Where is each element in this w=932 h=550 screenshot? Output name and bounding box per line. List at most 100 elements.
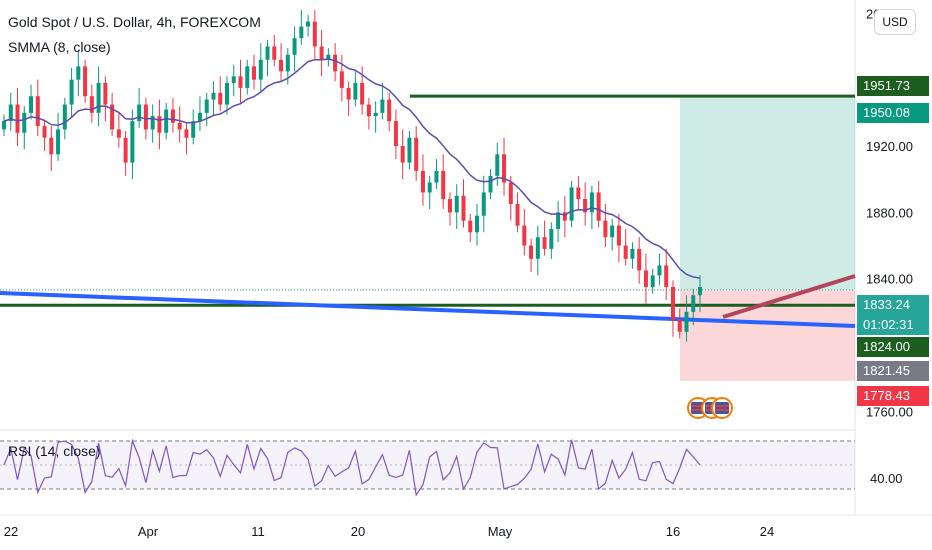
- time-tick-label: Apr: [138, 524, 159, 539]
- candle-body: [529, 245, 534, 259]
- currency-button[interactable]: USD: [874, 9, 916, 35]
- candle-body: [393, 121, 398, 146]
- candle-body: [427, 182, 432, 193]
- candle-body: [164, 109, 169, 133]
- candle-body: [454, 195, 459, 213]
- candle-body: [495, 154, 500, 176]
- candle-body: [589, 192, 594, 213]
- candle-body: [252, 66, 257, 80]
- candle-body: [508, 182, 513, 205]
- candle-body: [231, 76, 236, 83]
- candle-body: [441, 170, 446, 200]
- candle-body: [191, 121, 196, 138]
- candle-body: [22, 112, 27, 133]
- projection-line: [722, 274, 856, 319]
- candle-body: [326, 54, 331, 60]
- candle-body: [366, 104, 371, 117]
- candle-body: [170, 109, 175, 123]
- smma-legend[interactable]: SMMA (8, close): [8, 39, 111, 55]
- price-tick-label: 1920.00: [866, 139, 913, 154]
- chart-title[interactable]: Gold Spot / U.S. Dollar, 4h, FOREXCOM: [8, 14, 261, 30]
- candle-body: [380, 99, 385, 113]
- candle-body: [157, 116, 162, 133]
- candle-body: [461, 195, 466, 221]
- trend-line: [0, 291, 856, 328]
- time-tick-label: 22: [4, 524, 18, 539]
- candle-body: [224, 82, 229, 105]
- candle-body: [447, 199, 452, 213]
- time-axis: 22 Apr 11 20 May 16 24: [4, 524, 774, 539]
- price-tag: 01:02:31: [857, 315, 929, 335]
- candle-body: [83, 66, 88, 97]
- candle-body: [272, 46, 277, 60]
- candle-body: [265, 46, 270, 60]
- candle-body: [691, 295, 696, 312]
- candle-body: [603, 220, 608, 238]
- candle-body: [143, 104, 148, 130]
- candle-body: [414, 137, 419, 171]
- candle-body: [130, 121, 135, 163]
- price-tag: 1824.00: [857, 337, 929, 357]
- candle-body: [96, 82, 101, 113]
- candle-body: [197, 112, 202, 122]
- candle-body: [488, 175, 493, 193]
- candle-body: [62, 104, 67, 130]
- candle-body: [650, 275, 655, 287]
- event-flags: [687, 397, 733, 419]
- candle-body: [657, 265, 662, 276]
- candle-body: [333, 54, 338, 72]
- candle-body: [502, 154, 507, 183]
- candle-body: [245, 66, 250, 88]
- candle-body: [698, 287, 702, 296]
- candle-body: [677, 320, 682, 332]
- candle-body: [434, 170, 439, 183]
- candle-body: [407, 137, 412, 163]
- candle-body: [535, 237, 540, 259]
- candle-body: [312, 21, 317, 47]
- candle-body: [346, 87, 351, 100]
- candle-body: [123, 137, 128, 163]
- candle-body: [630, 248, 635, 259]
- candle-body: [339, 71, 344, 88]
- candle-body: [475, 215, 480, 233]
- candle-body: [56, 129, 61, 155]
- candle-body: [542, 237, 547, 249]
- candle-body: [49, 137, 54, 155]
- candle-body: [218, 92, 223, 105]
- candle-body: [373, 112, 378, 117]
- price-tag: 1951.73: [857, 76, 929, 96]
- candle-body: [8, 104, 13, 122]
- price-tag: 1950.08: [857, 103, 929, 123]
- time-tick-label: 24: [760, 524, 774, 539]
- target-zone: [680, 96, 855, 290]
- time-tick-label: May: [488, 524, 513, 539]
- candle-body: [116, 129, 121, 138]
- time-tick-label: 11: [251, 524, 265, 539]
- smma-path: [3, 58, 701, 279]
- candle-body: [360, 82, 365, 105]
- rsi-panel: [0, 438, 855, 497]
- candle-body: [522, 225, 527, 246]
- candle-body: [319, 46, 324, 60]
- candle-body: [76, 66, 81, 80]
- candle-body: [35, 96, 40, 127]
- candle-body: [664, 265, 669, 287]
- candle-body: [258, 59, 263, 80]
- rsi-path: [3, 438, 701, 497]
- candle-body: [285, 54, 290, 72]
- candle-body: [2, 121, 6, 130]
- price-tag: 1778.43: [857, 386, 929, 406]
- candle-body: [562, 212, 567, 221]
- candle-body: [110, 104, 115, 130]
- rsi-legend[interactable]: RSI (14, close): [8, 443, 101, 459]
- candle-body: [556, 212, 561, 229]
- price-tick-label: 1880.00: [866, 205, 913, 220]
- time-tick-label: 20: [351, 524, 365, 539]
- candle-body: [596, 192, 601, 221]
- candle-body: [184, 129, 189, 138]
- candle-body: [583, 199, 588, 213]
- candle-body: [211, 92, 216, 100]
- candle-body: [670, 287, 675, 321]
- candle-body: [306, 21, 311, 27]
